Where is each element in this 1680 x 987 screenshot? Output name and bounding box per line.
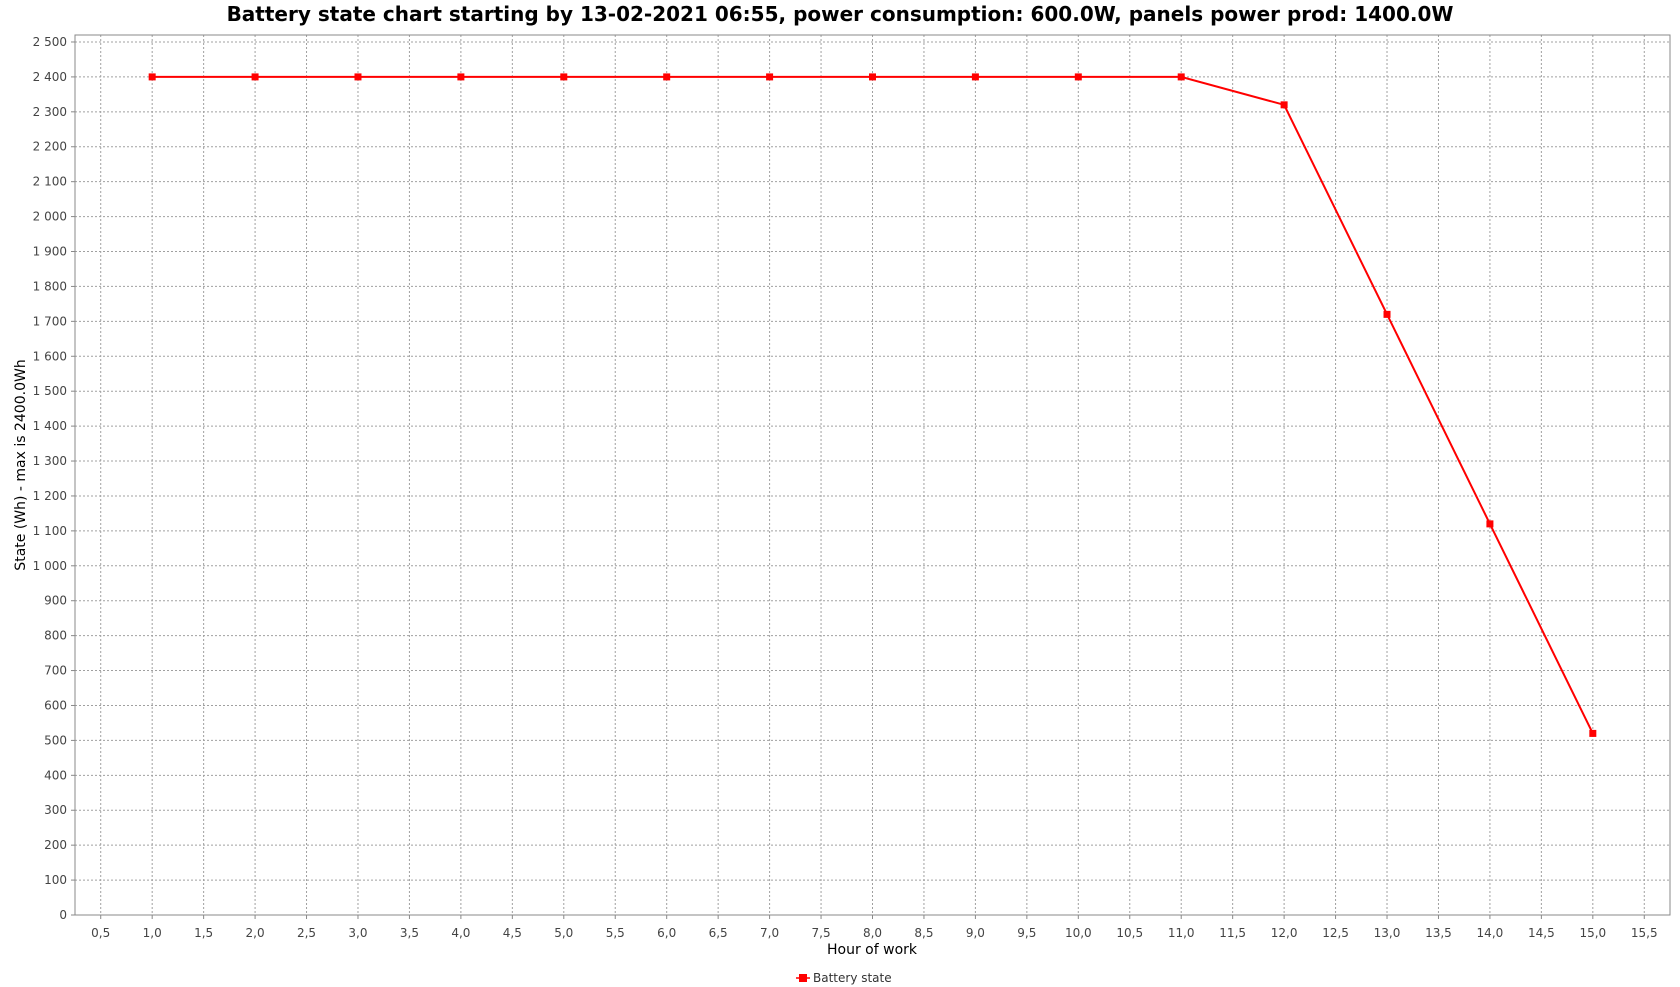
x-tick-label: 1,5 bbox=[194, 926, 213, 940]
y-tick-label: 1 900 bbox=[33, 245, 67, 259]
data-point bbox=[1074, 73, 1082, 81]
x-tick-label: 14,0 bbox=[1477, 926, 1504, 940]
y-tick-label: 300 bbox=[44, 803, 67, 817]
y-tick-label: 1 600 bbox=[33, 349, 67, 363]
data-point bbox=[1383, 310, 1391, 318]
x-axis-label: Hour of work bbox=[827, 942, 918, 958]
x-tick-label: 15,5 bbox=[1631, 926, 1658, 940]
x-tick-label: 12,5 bbox=[1322, 926, 1349, 940]
data-point bbox=[663, 73, 671, 81]
x-tick-label: 6,5 bbox=[709, 926, 728, 940]
y-tick-label: 1 200 bbox=[33, 489, 67, 503]
legend: Battery state bbox=[796, 971, 892, 985]
x-tick-label: 10,0 bbox=[1065, 926, 1092, 940]
y-tick-label: 1 100 bbox=[33, 524, 67, 538]
legend-series-label: Battery state bbox=[813, 971, 892, 985]
x-tick-label: 9,0 bbox=[966, 926, 985, 940]
data-point bbox=[1280, 101, 1288, 109]
y-tick-label: 2 000 bbox=[33, 210, 67, 224]
x-tick-label: 0,5 bbox=[91, 926, 110, 940]
data-point bbox=[766, 73, 774, 81]
y-tick-label: 200 bbox=[44, 838, 67, 852]
y-tick-label: 1 700 bbox=[33, 314, 67, 328]
legend-series-marker bbox=[799, 974, 807, 982]
y-tick-label: 500 bbox=[44, 733, 67, 747]
y-tick-label: 900 bbox=[44, 594, 67, 608]
y-tick-label: 600 bbox=[44, 698, 67, 712]
x-tick-label: 14,5 bbox=[1528, 926, 1555, 940]
data-point bbox=[148, 73, 156, 81]
x-tick-label: 8,5 bbox=[914, 926, 933, 940]
y-tick-label: 2 100 bbox=[33, 175, 67, 189]
x-tick-label: 15,0 bbox=[1579, 926, 1606, 940]
x-tick-label: 8,0 bbox=[863, 926, 882, 940]
x-tick-label: 1,0 bbox=[143, 926, 162, 940]
x-tick-label: 4,0 bbox=[451, 926, 470, 940]
y-tick-label: 2 500 bbox=[33, 35, 67, 49]
y-tick-label: 1 400 bbox=[33, 419, 67, 433]
chart-title: Battery state chart starting by 13-02-20… bbox=[227, 2, 1454, 26]
x-tick-label: 5,5 bbox=[606, 926, 625, 940]
y-axis-label: State (Wh) - max is 2400.0Wh bbox=[13, 359, 29, 570]
x-tick-label: 9,5 bbox=[1017, 926, 1036, 940]
y-axis-ticks: 0 100 200 300 400 500 600 700 800 900 1 000 1 100 1 … bbox=[33, 35, 75, 922]
data-point bbox=[251, 73, 259, 81]
x-axis-ticks: 0,5 1,0 1,5 2,0 2,5 3,0 3,5 4,0 4,5 5,0 5,5 6,0 6,5 7… bbox=[91, 915, 1658, 940]
y-tick-label: 1 800 bbox=[33, 279, 67, 293]
x-tick-label: 12,0 bbox=[1271, 926, 1298, 940]
x-tick-label: 6,0 bbox=[657, 926, 676, 940]
data-point bbox=[1589, 729, 1597, 737]
data-point bbox=[971, 73, 979, 81]
y-tick-label: 2 300 bbox=[33, 105, 67, 119]
data-point bbox=[457, 73, 465, 81]
y-tick-label: 2 200 bbox=[33, 140, 67, 154]
x-tick-label: 10,5 bbox=[1116, 926, 1143, 940]
series-layer bbox=[148, 73, 1597, 737]
y-tick-label: 700 bbox=[44, 664, 67, 678]
y-tick-label: 0 bbox=[59, 908, 67, 922]
x-tick-label: 3,0 bbox=[348, 926, 367, 940]
x-tick-label: 11,0 bbox=[1168, 926, 1195, 940]
data-point bbox=[560, 73, 568, 81]
x-tick-label: 3,5 bbox=[400, 926, 419, 940]
x-tick-label: 11,5 bbox=[1219, 926, 1246, 940]
x-tick-label: 5,0 bbox=[554, 926, 573, 940]
x-tick-label: 7,5 bbox=[812, 926, 831, 940]
y-tick-label: 1 300 bbox=[33, 454, 67, 468]
x-tick-label: 2,0 bbox=[246, 926, 265, 940]
x-tick-label: 13,5 bbox=[1425, 926, 1452, 940]
x-tick-label: 4,5 bbox=[503, 926, 522, 940]
x-tick-label: 7,0 bbox=[760, 926, 779, 940]
y-tick-label: 2 400 bbox=[33, 70, 67, 84]
data-point bbox=[1177, 73, 1185, 81]
data-point bbox=[869, 73, 876, 81]
y-tick-label: 800 bbox=[44, 629, 67, 643]
data-point bbox=[1486, 520, 1494, 528]
x-tick-label: 13,0 bbox=[1374, 926, 1401, 940]
data-point bbox=[354, 73, 362, 81]
y-tick-label: 1 500 bbox=[33, 384, 67, 398]
y-tick-label: 100 bbox=[44, 873, 67, 887]
x-tick-label: 2,5 bbox=[297, 926, 316, 940]
grid-lines bbox=[75, 35, 1670, 916]
y-tick-label: 1 000 bbox=[33, 559, 67, 573]
y-tick-label: 400 bbox=[44, 768, 67, 782]
